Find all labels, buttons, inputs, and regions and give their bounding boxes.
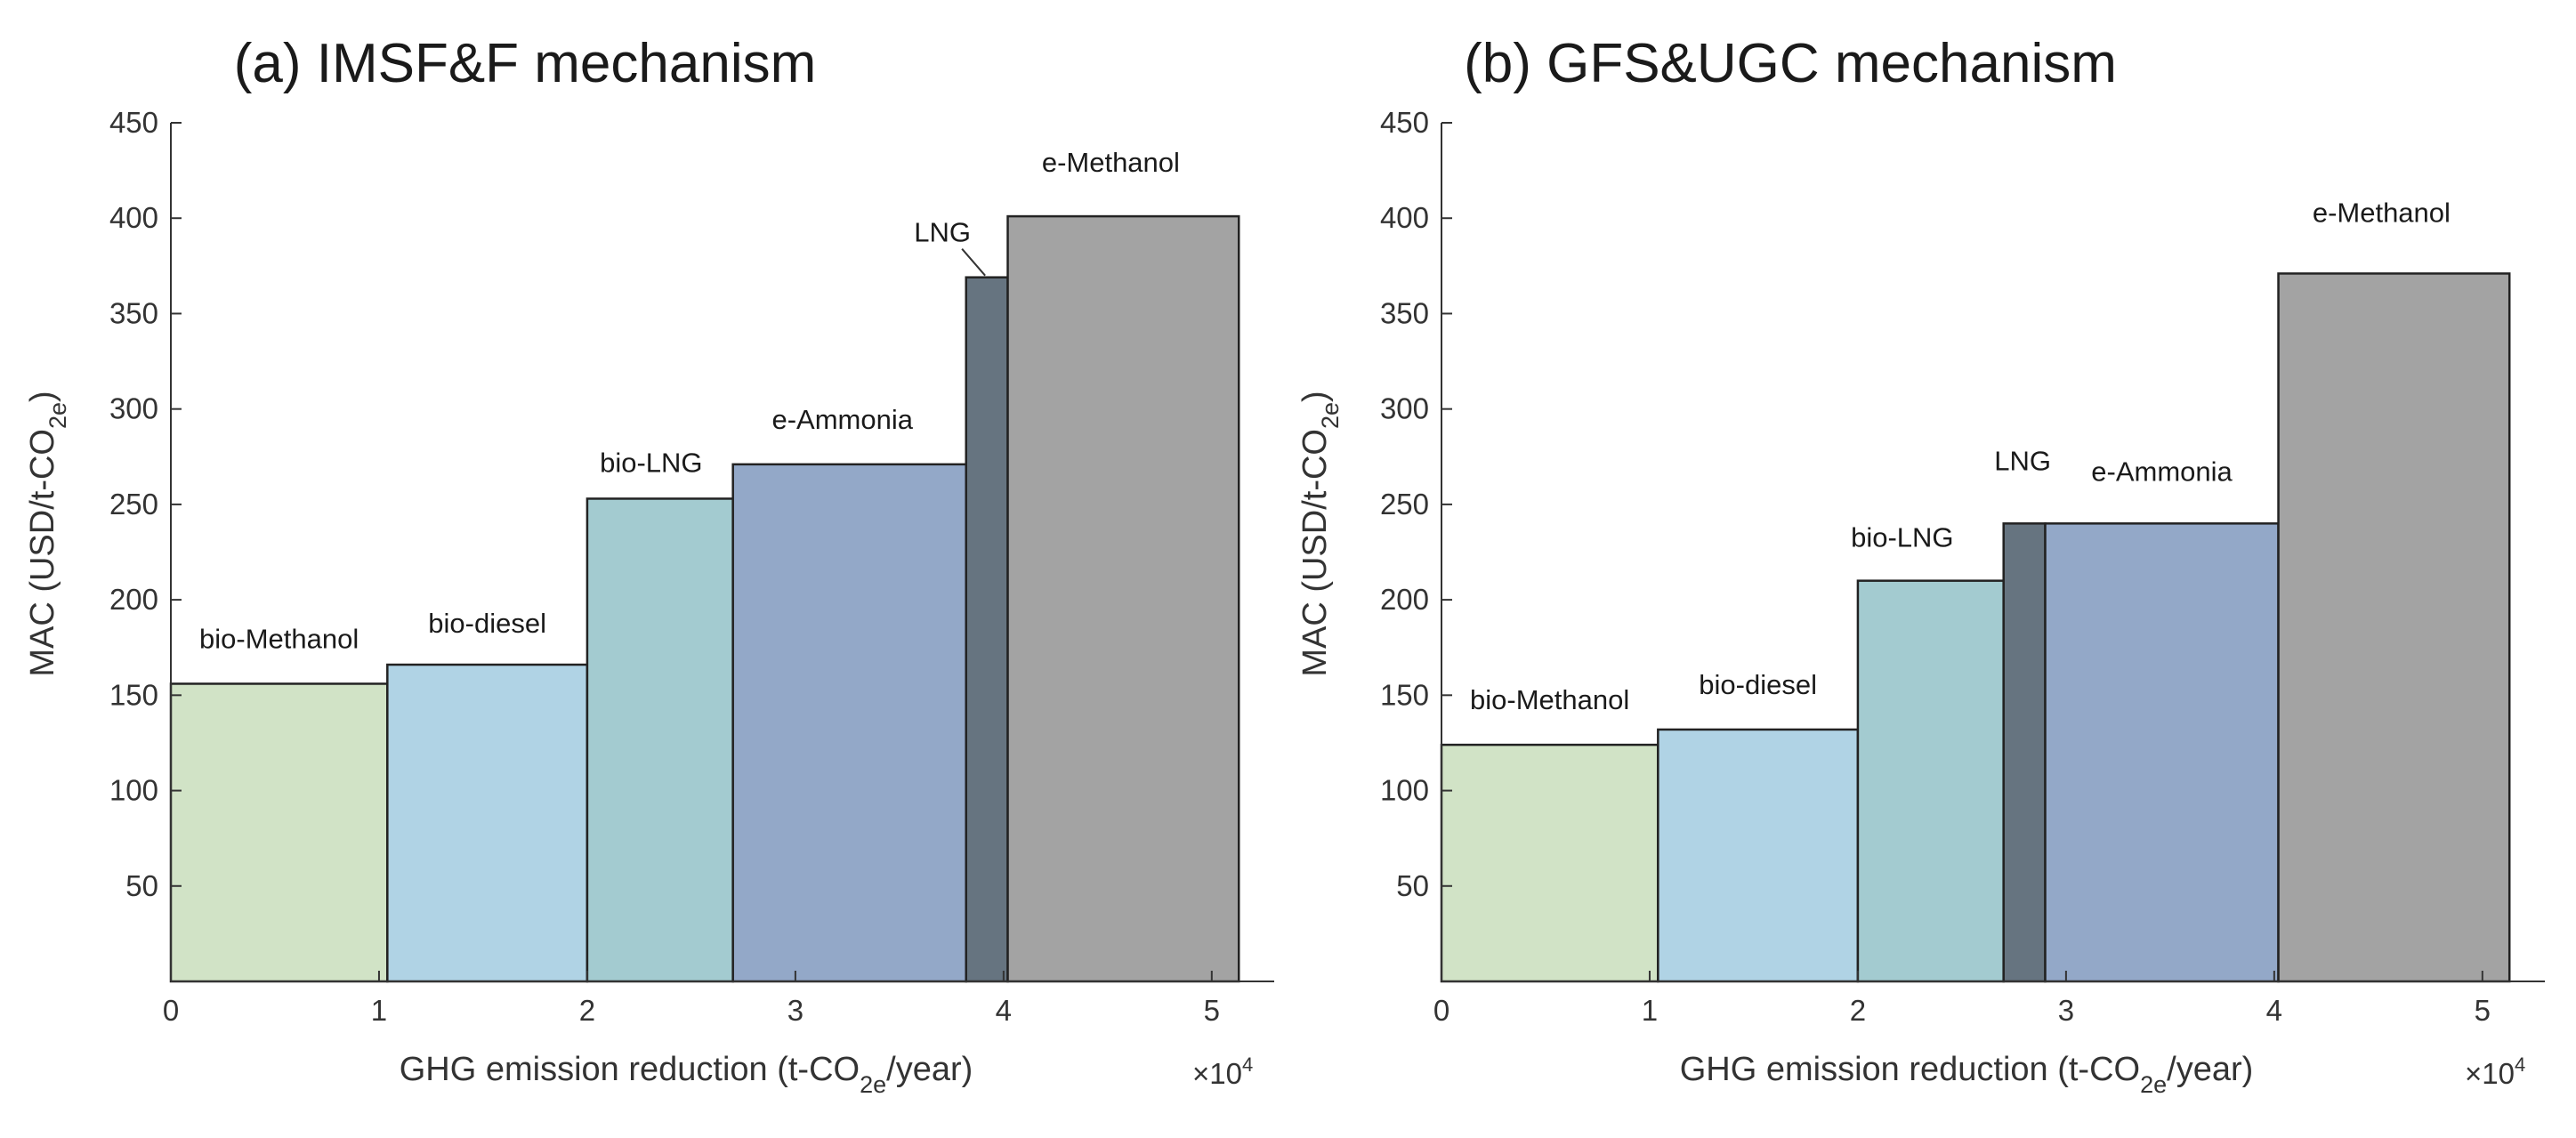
y-tick-label: 200 — [1380, 583, 1429, 616]
x-tick-label: 4 — [2266, 994, 2282, 1027]
y-tick-label: 250 — [1380, 488, 1429, 521]
x-tick-label: 1 — [1642, 994, 1658, 1027]
y-tick-label: 100 — [109, 774, 158, 807]
plot-area: bio-Methanol bio-diesel bio-LNG LNG e-Ammoni… — [1380, 106, 2545, 1027]
y-tick-label: 50 — [1396, 869, 1429, 902]
bar-label: bio-diesel — [1699, 669, 1817, 700]
y-axis-label: MAC (USD/t-CO2e) — [24, 391, 71, 676]
plot-area: bio-Methanol bio-diesel bio-LNG e-Ammonia LN… — [109, 106, 1274, 1027]
y-tick-label: 200 — [109, 583, 158, 616]
bar-e-methanol — [2277, 272, 2511, 983]
bar-label: bio-LNG — [1851, 522, 1953, 553]
x-tick-label: 0 — [163, 994, 179, 1027]
x-tick-label: 5 — [2475, 994, 2491, 1027]
bar-label: bio-Methanol — [1470, 684, 1629, 715]
bar-bio-methanol — [1440, 743, 1659, 983]
x-tick-label: 0 — [1433, 994, 1450, 1027]
x-tick-label: 2 — [1850, 994, 1866, 1027]
y-tick-label: 450 — [1380, 106, 1429, 139]
bar-e-ammonia — [2044, 522, 2280, 983]
x-tick-label: 4 — [996, 994, 1012, 1027]
bar-label: e-Ammonia — [771, 404, 913, 435]
bar-label: LNG — [1994, 445, 2051, 476]
label-leader-line — [961, 248, 986, 277]
y-tick-label: 250 — [109, 488, 158, 521]
x-axis-label: GHG emission reduction (t-CO2e/year) — [400, 1051, 973, 1098]
chart-title: (b) GFS&UGC mechanism — [1464, 33, 2117, 94]
x-tick-label: 3 — [787, 994, 803, 1027]
y-tick-label: 150 — [109, 678, 158, 711]
bar-bio-lng — [585, 497, 734, 983]
x-tick-label: 3 — [2058, 994, 2074, 1027]
y-tick-label: 50 — [125, 869, 158, 902]
y-tick-label: 350 — [1380, 296, 1429, 329]
y-tick-label: 300 — [109, 392, 158, 425]
bar-lng — [965, 276, 1009, 983]
x-axis-label: GHG emission reduction (t-CO2e/year) — [1680, 1051, 2254, 1098]
bar-bio-methanol — [169, 682, 389, 983]
chart-title: (a) IMSF&F mechanism — [234, 33, 817, 94]
bar-label: bio-diesel — [428, 608, 546, 639]
bar-e-methanol — [1006, 214, 1240, 983]
bar-lng — [2002, 522, 2047, 983]
y-tick-label: 150 — [1380, 678, 1429, 711]
y-tick-label: 350 — [109, 296, 158, 329]
x-multiplier-label: ×104 — [1192, 1053, 1253, 1090]
y-tick-label: 300 — [1380, 392, 1429, 425]
x-tick-label: 2 — [579, 994, 595, 1027]
bar-bio-diesel — [1657, 728, 1860, 983]
bar-bio-diesel — [386, 663, 589, 983]
bar-label: e-Ammonia — [2091, 456, 2233, 487]
y-tick-label: 100 — [1380, 774, 1429, 807]
y-tick-label: 400 — [1380, 201, 1429, 234]
chart-panel-imsff: (a) IMSF&F mechanism bio-Methanol bio-die… — [24, 33, 1274, 1098]
y-axis-label: MAC (USD/t-CO2e) — [1296, 391, 1344, 676]
y-tick-label: 450 — [109, 106, 158, 139]
bar-label: bio-LNG — [600, 447, 702, 478]
bar-e-ammonia — [731, 463, 967, 983]
bar-label: LNG — [914, 217, 971, 248]
y-tick-label: 400 — [109, 201, 158, 234]
bar-label: e-Methanol — [1042, 147, 1180, 178]
bar-bio-lng — [1856, 579, 2005, 983]
x-tick-label: 5 — [1204, 994, 1220, 1027]
bar-label: bio-Methanol — [199, 623, 359, 654]
bar-label: e-Methanol — [2313, 197, 2451, 228]
chart-panel-gfsugc: (b) GFS&UGC mechanism bio-Methanol bio-di… — [1296, 33, 2545, 1098]
x-multiplier-label: ×104 — [2465, 1053, 2525, 1090]
x-tick-label: 1 — [371, 994, 387, 1027]
